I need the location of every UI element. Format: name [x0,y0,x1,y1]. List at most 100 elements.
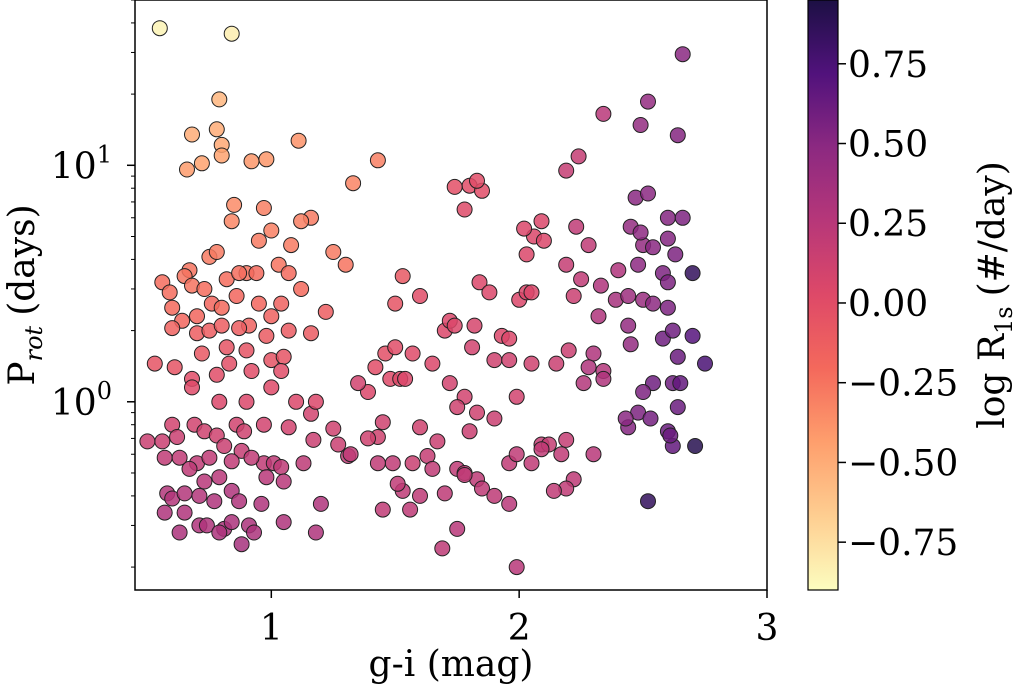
data-point [263,379,280,396]
data-point [404,345,421,362]
data-point [374,414,391,431]
data-point [184,379,200,396]
data-point [669,399,686,416]
data-point [293,213,310,230]
data-point [412,419,428,436]
data-point [389,475,406,492]
data-point [193,155,210,172]
data-point [501,495,518,512]
data-point [243,363,260,379]
data-point [243,153,260,170]
data-point [640,493,656,510]
data-point [367,359,384,376]
data-point [585,446,602,463]
data-point [590,308,607,325]
data-point [208,366,225,383]
data-point [592,277,609,294]
data-point [535,232,552,249]
x-axis-title: g-i (mag) [369,644,534,685]
data-point [221,355,238,372]
data-point [263,308,280,325]
colorbar-tick-label: 0.50 [848,125,928,166]
data-point [171,449,188,466]
colorbar-title-unit: (#/day) [972,161,1013,296]
data-point [250,232,267,249]
data-point [674,46,691,63]
data-point [620,288,637,304]
colorbar [807,0,839,591]
data-point [620,317,637,334]
data-point [523,284,540,301]
data-point [206,493,223,510]
data-point [474,480,490,497]
data-point [258,151,275,168]
data-point [481,284,498,301]
data-point [424,460,441,477]
data-point [280,265,297,282]
data-point [360,384,376,400]
data-point [293,281,310,297]
data-point [662,427,679,444]
data-point [667,246,684,263]
data-point [449,520,466,537]
data-point [558,431,575,448]
data-point [610,262,627,279]
data-point [632,117,649,133]
data-point [211,469,228,486]
data-point [179,161,195,178]
data-point [218,339,235,356]
data-point [258,469,275,486]
data-point [342,446,359,463]
data-point [369,455,386,472]
colorbar-title: log R1s (#/day) [972,161,1018,429]
data-point [501,330,518,347]
data-point [360,430,376,447]
data-point [208,244,225,260]
data-point [387,295,404,312]
data-point [533,441,550,458]
data-point [441,375,458,392]
data-point [617,410,634,427]
data-point [669,348,686,365]
y-axis-title-sub: rot [20,325,48,361]
data-point [223,514,240,531]
data-point [275,473,292,490]
data-point [275,514,292,531]
data-point [238,393,255,410]
data-point [684,265,701,282]
data-point [290,132,307,149]
data-point [253,495,270,512]
data-point [189,308,205,325]
data-point [231,493,248,510]
data-point [280,419,297,436]
data-point [317,303,334,320]
y-axis-ticks: 100 101 [51,0,135,568]
data-point [211,524,228,541]
data-point [156,449,173,466]
data-point [184,126,200,143]
data-point [211,393,228,410]
data-point [295,455,312,472]
data-point [169,429,186,445]
data-point [305,431,322,448]
data-point [545,482,562,499]
data-point [645,375,661,392]
data-point [303,325,319,342]
colorbar-title-sub: 1s [990,306,1018,334]
data-point [486,352,503,369]
colorbar-ticks: 0.75 0.50 0.25 0.00 −0.25 −0.50 −0.75 [838,45,958,564]
data-point [580,237,597,254]
data-point [156,504,173,521]
data-point [223,25,240,42]
data-point [659,274,676,291]
data-point [645,239,661,256]
data-point [585,345,602,362]
data-point [196,281,213,297]
data-point [461,423,478,440]
data-point [595,105,612,122]
data-point [523,455,540,472]
data-point [404,455,421,472]
data-point [228,288,245,304]
data-point [595,370,612,387]
data-point [565,288,582,304]
